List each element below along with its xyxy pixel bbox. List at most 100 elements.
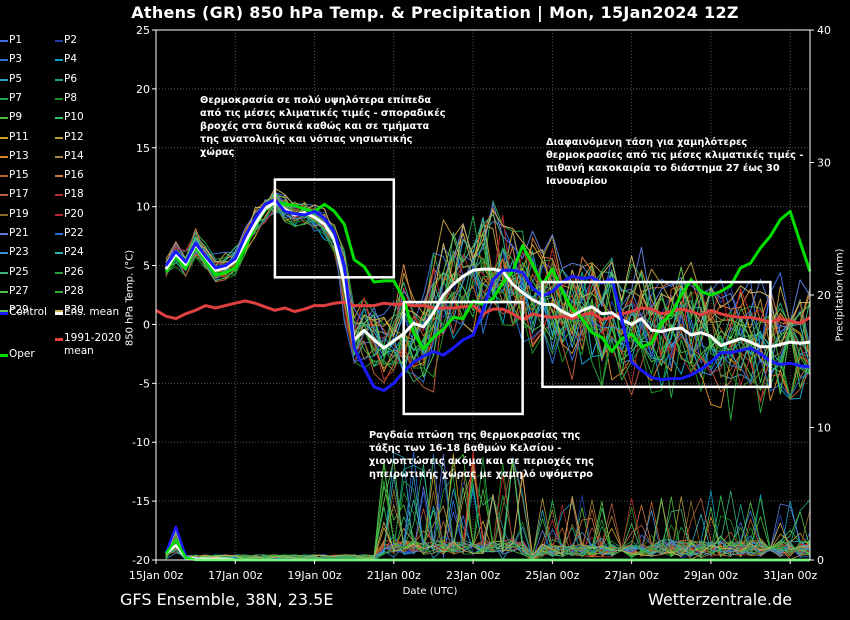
y-tick-label: -15 — [132, 495, 150, 508]
legend-swatch — [0, 78, 8, 81]
legend-label: P28 — [64, 284, 84, 297]
legend-swatch — [0, 155, 8, 158]
legend-swatch — [55, 136, 63, 139]
legend-label: Ens. mean — [64, 306, 120, 318]
legend-swatch — [55, 175, 63, 178]
legend-label: P11 — [9, 130, 29, 143]
y-tick-label: 20 — [136, 83, 150, 96]
member-precip-p29 — [165, 459, 811, 560]
legend-label: P27 — [9, 284, 29, 297]
legend-label: P30 — [64, 304, 84, 317]
legend-swatch — [0, 40, 8, 42]
legend-label: P24 — [64, 246, 84, 259]
x-tick-label: 25Jan 00z — [525, 569, 579, 582]
annotation-cold-trend: Διαφαινόμενη τάση για χαμηλότερες θερμοκ… — [546, 137, 804, 187]
legend-label: P4 — [64, 53, 78, 66]
member-precip-p28 — [165, 480, 811, 561]
legend-label: P26 — [64, 265, 84, 278]
model-label: GFS Ensemble, 38N, 23.5E — [120, 590, 334, 609]
x-tick-label: 23Jan 00z — [446, 569, 500, 582]
legend-swatch — [55, 338, 63, 341]
legend-label: P10 — [64, 111, 84, 124]
y-tick-label: 10 — [136, 201, 150, 214]
legend-swatch — [55, 310, 63, 313]
legend-swatch — [0, 175, 8, 178]
member-precip-p30 — [165, 475, 811, 560]
legend-label: P3 — [9, 53, 23, 66]
legend-swatch — [0, 354, 8, 357]
control-line — [164, 198, 811, 392]
legend-label: P1 — [9, 34, 23, 46]
legend-swatch — [55, 117, 63, 120]
y2-tick-label: 0 — [817, 554, 824, 567]
legend-label: Oper — [9, 348, 35, 360]
x-tick-label: 29Jan 00z — [684, 569, 738, 582]
y2-tick-label: 40 — [817, 24, 831, 37]
legend-label: P19 — [9, 207, 29, 220]
legend-swatch — [0, 233, 8, 235]
legend-label: P6 — [64, 72, 78, 85]
legend-swatch — [0, 290, 8, 293]
x-tick-label: 27Jan 00z — [605, 569, 659, 582]
member-line-p28 — [165, 200, 811, 372]
legend-label: P13 — [9, 149, 29, 162]
legend-swatch — [55, 271, 63, 274]
legend-label: P23 — [9, 246, 29, 259]
x-tick-label: 21Jan 00z — [367, 569, 421, 582]
legend-label: P25 — [9, 265, 29, 278]
legend-label: P9 — [9, 111, 23, 124]
chart-title: Athens (GR) 850 hPa Temp. & Precipitatio… — [131, 3, 739, 22]
x-tick-label: 31Jan 00z — [763, 569, 817, 582]
legend-swatch — [55, 97, 63, 100]
legend-swatch — [55, 233, 63, 235]
member-line-p25 — [165, 192, 811, 348]
legend-swatch — [55, 155, 63, 158]
legend-label: P5 — [9, 72, 23, 85]
legend-swatch — [0, 117, 8, 120]
legend-label: P29 — [9, 304, 29, 317]
member-line-p30 — [165, 187, 811, 348]
y-tick-label: -5 — [139, 377, 150, 390]
site-label: Wetterzentrale.de — [648, 590, 793, 609]
y-tick-label: 25 — [136, 24, 150, 37]
y2-tick-label: 20 — [817, 289, 831, 302]
y-tick-label: -20 — [132, 554, 150, 567]
legend-swatch — [0, 252, 8, 255]
legend-label: P17 — [9, 188, 29, 201]
legend-swatch — [0, 310, 8, 313]
highlight-box-2 — [402, 300, 524, 416]
legend-label: P18 — [64, 188, 84, 201]
legend-label: P12 — [64, 130, 84, 143]
y2-tick-label: 10 — [817, 422, 831, 435]
y2-tick-label: 30 — [817, 157, 831, 170]
legend-label: P15 — [9, 169, 29, 182]
highlight-box-1 — [273, 178, 396, 279]
annotation-drop: Ραγδαία πτώση της θερμοκρασίας της τάξης… — [369, 430, 594, 480]
x-tick-label: 15Jan 00z — [129, 569, 183, 582]
legend-label: P8 — [64, 91, 78, 104]
legend-swatch — [55, 40, 63, 42]
legend-swatch — [0, 59, 8, 62]
legend-swatch — [0, 271, 8, 274]
legend-swatch — [0, 136, 8, 139]
legend-swatch — [0, 312, 8, 315]
legend-label: Control — [9, 306, 47, 318]
legend-swatch — [55, 194, 63, 197]
y2-axis-label: Precipitation (mm) — [834, 248, 846, 342]
member-precip-p19 — [165, 459, 811, 561]
x-axis-label: Date (UTC) — [402, 586, 458, 597]
member-line-p29 — [165, 193, 811, 363]
legend-swatch — [55, 78, 63, 81]
ens-mean-line — [164, 200, 811, 350]
legend-swatch — [55, 252, 63, 255]
x-tick-label: 17Jan 00z — [208, 569, 262, 582]
y-axis-label: 850 hPa Temp. (°C) — [124, 249, 136, 347]
legend-swatch — [0, 194, 8, 197]
legend-swatch — [55, 290, 63, 293]
highlight-box-3 — [541, 280, 772, 389]
legend-label: P20 — [64, 207, 84, 220]
y-tick-label: 5 — [143, 260, 150, 273]
legend-swatch — [0, 213, 8, 216]
legend-swatch — [55, 213, 63, 216]
